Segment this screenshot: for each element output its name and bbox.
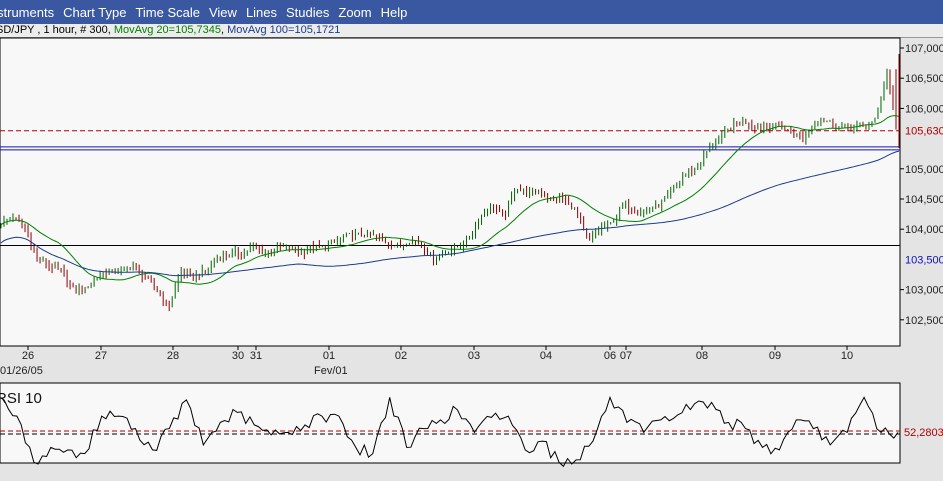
ma100-line [0,150,900,277]
price-label: 103,000 [905,285,943,297]
menu-help[interactable]: Help [380,4,408,20]
menu-zoom[interactable]: Zoom [338,4,372,20]
date-sublabel-month: Fev/01 [314,365,348,377]
rsi-title: RSI 10 [0,390,42,407]
rsi-line [0,395,899,468]
date-label: 26 [22,350,34,362]
menu-time-scale[interactable]: Time Scale [135,4,200,20]
ma20-info: MovAvg 20=105,7345 [113,24,221,36]
price-label: 102,500 [905,315,943,327]
rsi-panel [0,382,901,464]
price-label: 106,000 [905,103,943,115]
price-label: 104,000 [905,224,943,236]
menu-studies[interactable]: Studies [286,4,330,20]
date-label: 02 [395,350,407,362]
price-label: 107,000 [905,43,943,55]
rsi-value-label: 52,2803 [904,427,943,439]
date-label: 07 [620,350,632,362]
date-label: 09 [769,350,781,362]
current-price-label: 105,630 [905,126,943,138]
date-label: 01 [323,350,335,362]
date-label: 31 [250,350,262,362]
price-label: 106,500 [905,73,943,85]
date-label: 03 [468,350,480,362]
date-label: 27 [95,350,107,362]
price-label: 104,500 [905,194,943,206]
date-label: 28 [167,350,179,362]
menu-lines[interactable]: Lines [245,4,278,20]
date-label: 30 [232,350,244,362]
menu-chart-type[interactable]: Chart Type [63,4,127,20]
menu-bar: struments Chart Type Time Scale View Lin… [0,0,943,24]
date-label: 08 [696,350,708,362]
menu-instruments[interactable]: struments [0,4,55,20]
menu-view[interactable]: View [208,4,237,20]
date-label: 06 [604,350,616,362]
ma20-line [0,115,900,285]
symbol-info: SD/JPY , 1 hour, # 300, [0,24,114,36]
ma100-info: MovAvg 100=105,1721 [227,24,341,36]
price-label: 105,000 [905,164,943,176]
line-price-label: 103,500 [905,254,943,266]
date-label: 10 [841,350,853,362]
date-label: 04 [540,350,552,362]
info-separator: , [220,24,228,36]
date-sublabel-start: 01/26/05 [0,365,43,377]
price-panel [0,37,901,347]
